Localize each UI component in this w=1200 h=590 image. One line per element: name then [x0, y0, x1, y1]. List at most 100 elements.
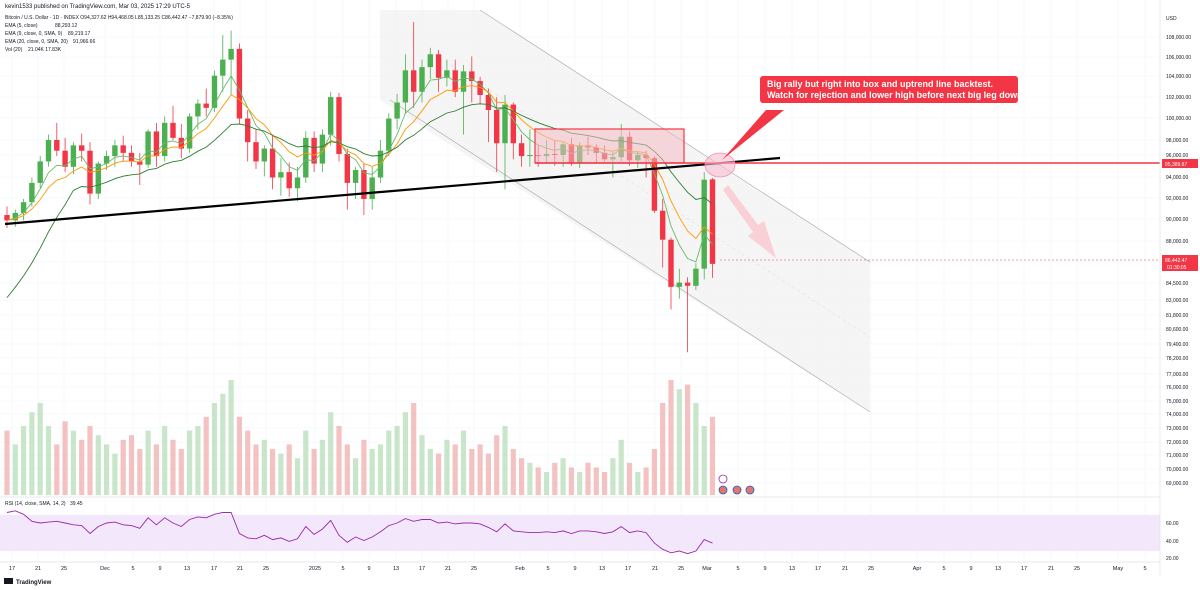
time-tick-label: 5	[131, 566, 134, 572]
candle-body	[20, 202, 27, 213]
volume-bar	[137, 449, 143, 495]
price-tick-label: 106,000.00	[1166, 55, 1191, 61]
candle-body	[369, 177, 375, 199]
price-tick-label: 74,000.00	[1166, 412, 1188, 418]
price-tick-label: 75,000.00	[1166, 399, 1188, 405]
price-tick-label: 88,000.00	[1166, 239, 1188, 245]
volume-bar	[560, 458, 566, 495]
candle-body	[261, 148, 267, 162]
time-tick-label: 17	[815, 566, 821, 572]
time-tick-label: 13	[995, 566, 1001, 572]
candle-body	[377, 150, 384, 178]
indicator-vol-value: 21.04K 17.83K	[28, 47, 62, 53]
volume-bar	[577, 472, 583, 495]
event-icons[interactable]	[718, 474, 755, 495]
volume-bar	[62, 421, 68, 495]
volume-bar	[236, 416, 242, 495]
time-tick-label: 17	[625, 566, 631, 572]
volume-bar	[543, 472, 550, 495]
candle-body	[319, 134, 326, 164]
candle-body	[435, 54, 442, 78]
volume-bar	[394, 426, 400, 495]
volume-bar	[626, 462, 633, 495]
time-tick-label: 25	[1074, 566, 1080, 572]
candle-body	[162, 122, 168, 157]
rsi-value: 39.45	[70, 501, 83, 507]
candle-body	[684, 282, 691, 286]
volume-bar	[444, 439, 450, 495]
indicator-ema5: EMA (5, close)	[5, 23, 38, 29]
volume-bar	[319, 439, 325, 495]
indicator-legend: EMA (5, close) 88,293.12 EMA (9, close, …	[5, 23, 95, 53]
volume-bar	[635, 472, 641, 495]
last-price-tag-text: 86,442.47	[1165, 258, 1187, 264]
price-tick-label: 84,500.00	[1166, 281, 1188, 287]
volume-bar	[535, 467, 541, 495]
indicator-ema20: EMA (20, close, 0, SMA, 20)	[5, 39, 68, 45]
event-flag-icon[interactable]	[718, 474, 728, 484]
time-tick-label: 2025	[309, 566, 321, 572]
time-tick-label: 25	[471, 566, 477, 572]
volume-bar	[411, 403, 417, 495]
time-tick-label: 25	[868, 566, 874, 572]
volume-bar	[527, 462, 533, 495]
time-tick-label: May	[1113, 566, 1124, 572]
price-tick-label: 71,000.00	[1166, 453, 1188, 459]
volume-bar	[693, 403, 699, 495]
event-us-flag-icon-3[interactable]	[745, 485, 755, 495]
price-tick-label: 92,000.00	[1166, 196, 1188, 202]
volume-bar	[70, 430, 76, 495]
volume-bar	[494, 435, 500, 495]
volume-bar	[452, 444, 458, 495]
time-tick-label: 9	[969, 566, 972, 572]
volume-bar	[676, 389, 682, 495]
volume-bar	[170, 439, 176, 495]
price-axis-bg	[1160, 0, 1200, 575]
symbol-line: Bitcoin / U.S. Dollar · 1D · INDEX O94,3…	[5, 15, 233, 21]
candle-body	[29, 182, 35, 203]
volume-bar	[294, 458, 301, 495]
price-tick-label: 98,000.00	[1166, 138, 1188, 144]
candle-body	[419, 67, 425, 92]
price-tick-label: 69,000.00	[1166, 481, 1188, 487]
time-tick-label: Apr	[913, 566, 922, 572]
volume-bar	[29, 412, 35, 495]
time-tick-label: 13	[393, 566, 399, 572]
indicator-ema20-value: 91,966.66	[73, 39, 95, 45]
volume-bar	[701, 426, 707, 495]
candle-body	[70, 145, 77, 167]
last-price-tag	[1162, 255, 1198, 271]
candle-body	[128, 152, 135, 162]
rsi-line	[6, 510, 713, 555]
volume-bar	[685, 384, 691, 495]
volume-bar	[303, 430, 309, 495]
event-us-flag-icon-2[interactable]	[732, 485, 742, 495]
volume-bar	[79, 439, 85, 495]
time-tick-label: 21	[1048, 566, 1054, 572]
candle-body	[45, 140, 52, 162]
volume-bar	[502, 426, 508, 495]
volume-bar	[353, 458, 359, 495]
time-tick-label: 25	[61, 566, 67, 572]
time-tick-label: 13	[184, 566, 190, 572]
candle-body	[460, 71, 467, 92]
candle-body	[510, 104, 516, 144]
volume-bar	[651, 449, 657, 495]
candle-body	[294, 177, 301, 189]
annotation-line-2: Watch for rejection and lower high befor…	[767, 90, 1025, 100]
volume-bar	[602, 472, 608, 495]
candle-body	[12, 212, 18, 221]
annotation-box	[760, 76, 1018, 103]
time-tick-label: 21	[35, 566, 41, 572]
level-price-tag	[1162, 159, 1198, 168]
price-tick-label: 78,200.00	[1166, 356, 1188, 362]
event-us-flag-icon[interactable]	[718, 485, 728, 495]
volume-bar	[402, 412, 408, 495]
candle-body	[411, 70, 417, 92]
volume-bar	[145, 430, 151, 495]
volume-bar	[178, 449, 184, 495]
volume-bar	[203, 416, 209, 495]
volume-bar	[593, 467, 599, 495]
publisher-line: kevin1533 published on TradingView.com, …	[5, 4, 191, 10]
